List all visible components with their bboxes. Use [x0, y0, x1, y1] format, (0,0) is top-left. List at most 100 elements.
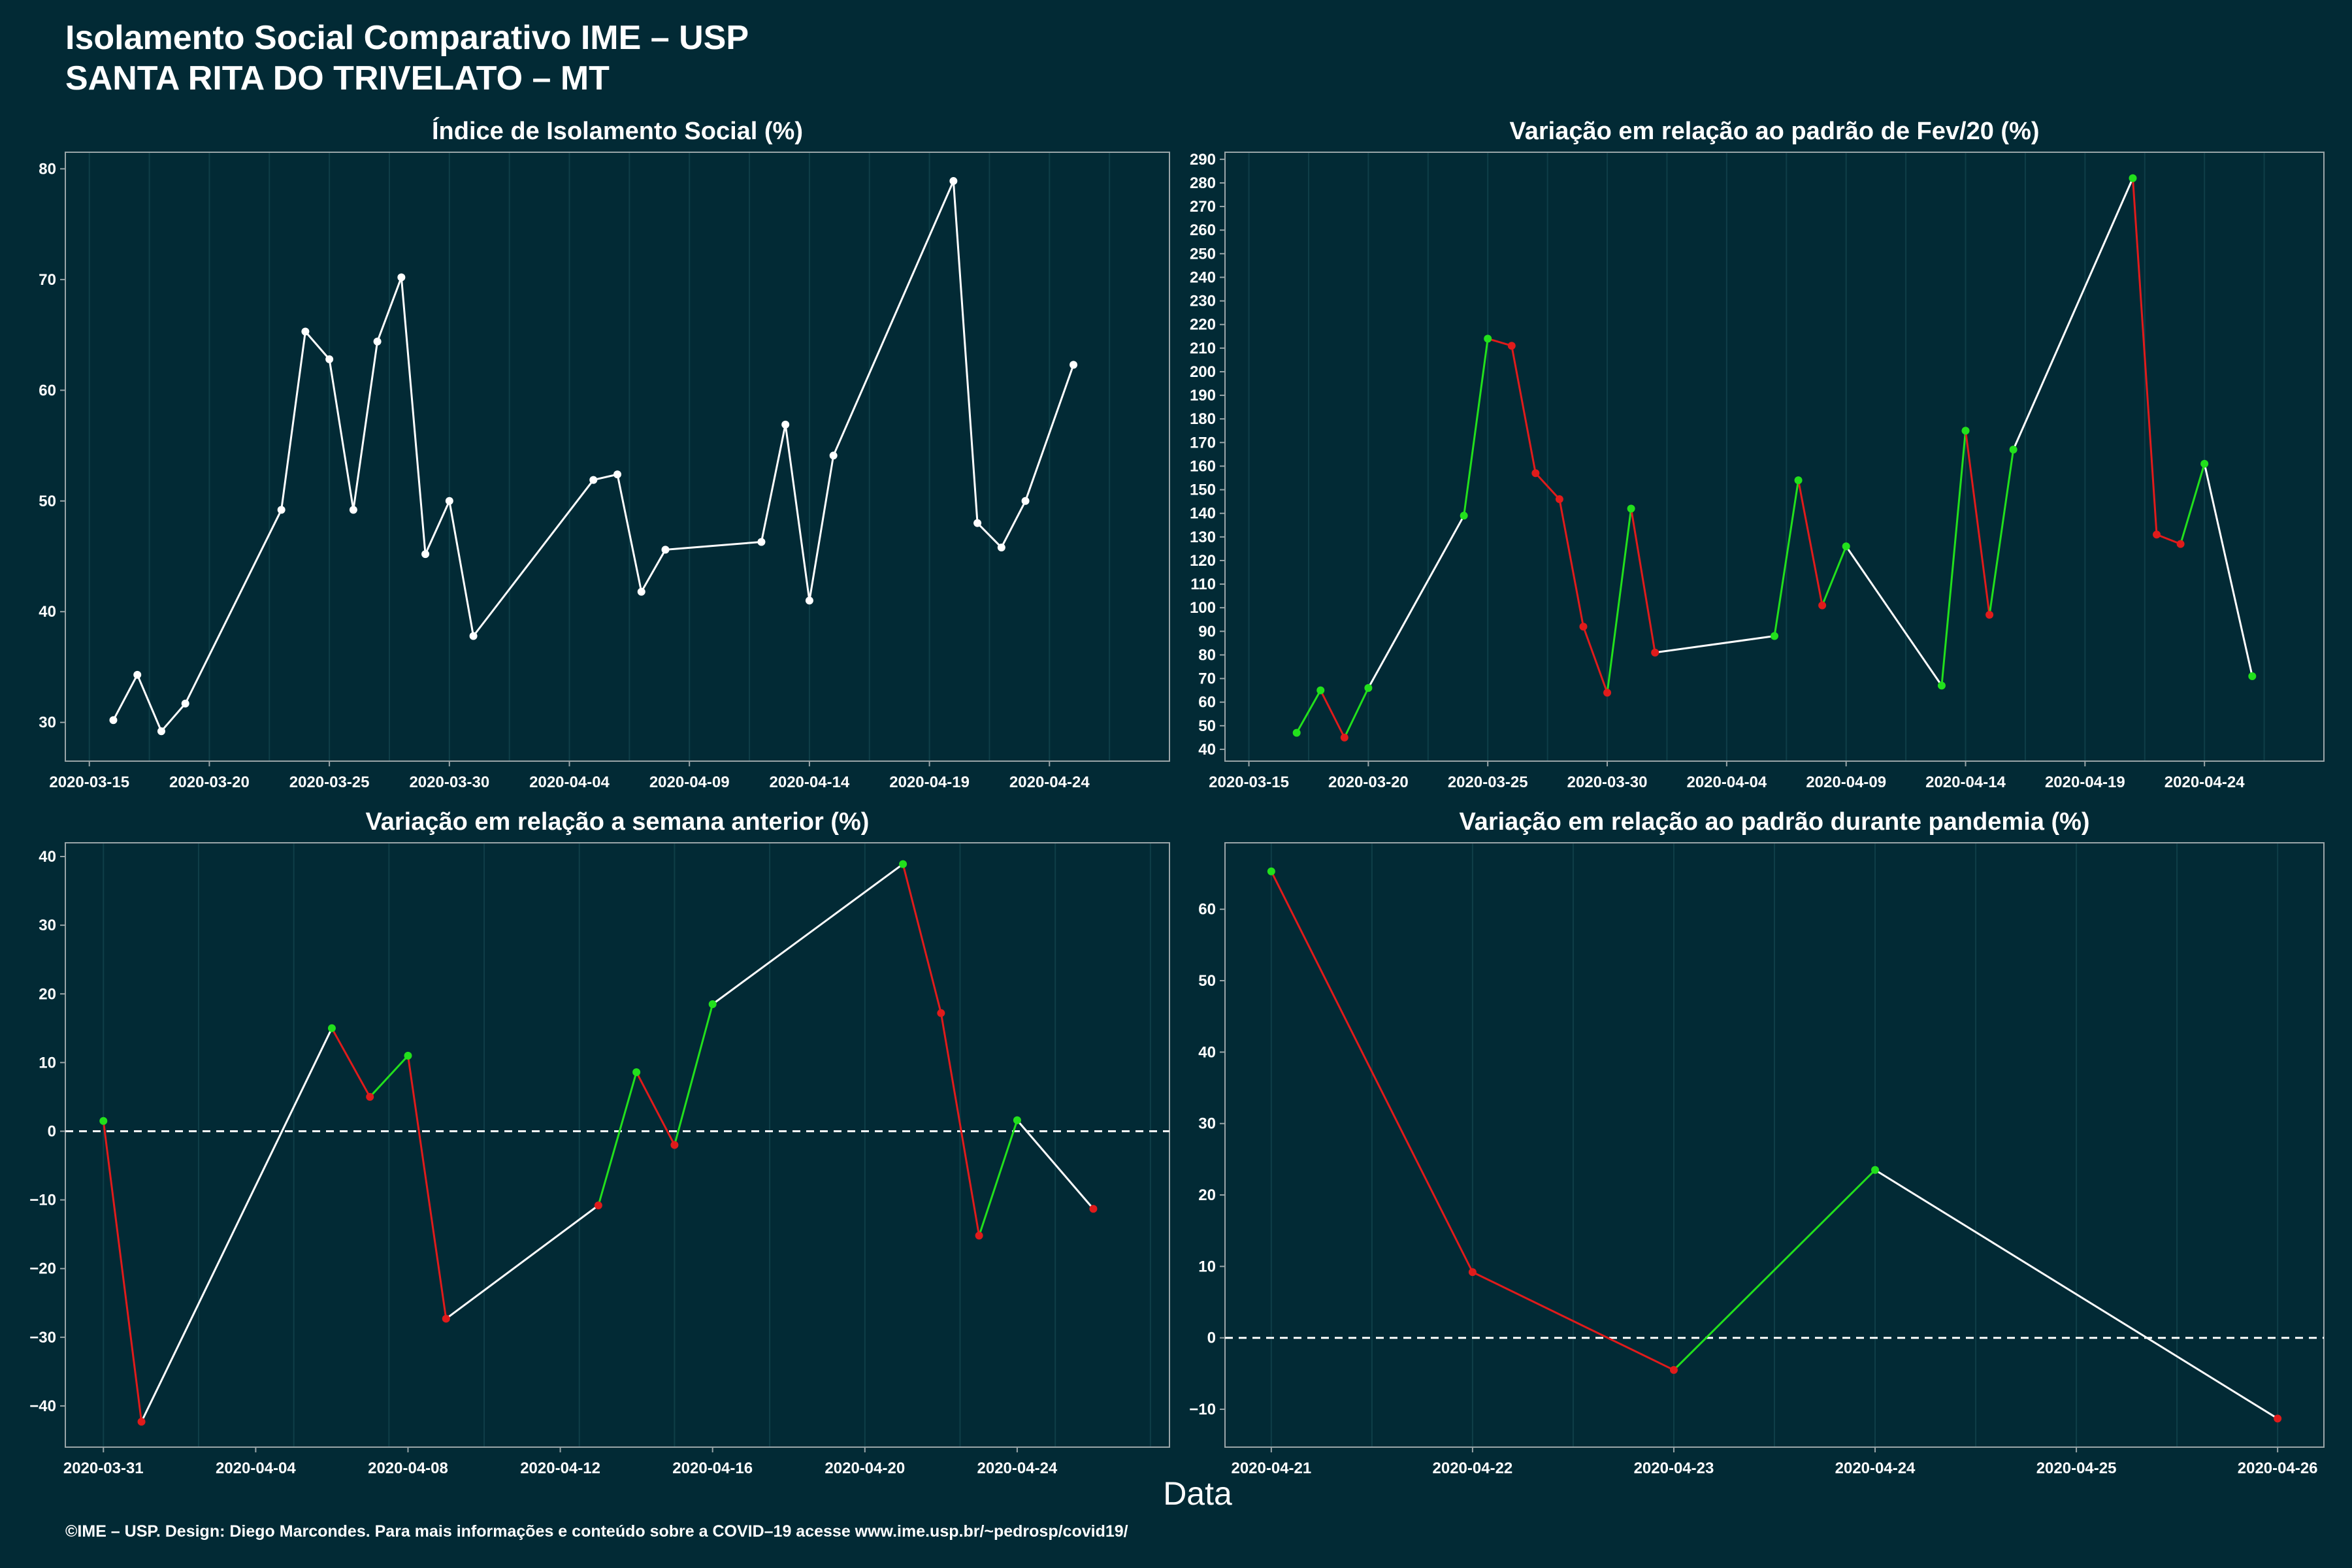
data-point — [997, 543, 1005, 551]
x-tick-label: 2020-03-20 — [1328, 774, 1409, 791]
data-point — [277, 506, 286, 514]
series-segment — [448, 500, 475, 638]
series-segment — [1319, 689, 1346, 739]
panel-frame — [1224, 842, 2325, 1448]
series-segment — [1988, 448, 2015, 616]
y-tick-label: 130 — [1190, 529, 1216, 546]
data-point — [613, 470, 621, 479]
series-segment — [1797, 479, 1823, 607]
series-segment — [711, 863, 904, 1005]
x-tick-label: 2020-03-25 — [1448, 774, 1528, 791]
series-segment — [112, 674, 139, 721]
data-point — [349, 506, 357, 514]
x-tick-label: 2020-04-24 — [977, 1460, 1058, 1477]
data-point — [366, 1092, 374, 1101]
data-point — [1842, 542, 1850, 551]
x-tick-label: 2020-04-19 — [2045, 774, 2125, 791]
series-segment — [331, 1027, 371, 1098]
series-segment — [760, 423, 787, 543]
data-point — [1651, 648, 1659, 657]
x-tick-label: 2020-04-21 — [1231, 1460, 1311, 1477]
data-point — [327, 1024, 336, 1032]
data-point — [181, 699, 189, 708]
data-point — [975, 1232, 983, 1240]
y-tick-label: −10 — [29, 1192, 56, 1209]
series-segment — [1773, 479, 1800, 638]
series-segment — [673, 1003, 714, 1146]
x-tick-label: 2020-04-04 — [1686, 774, 1767, 791]
panel-variation-feb: Variação em relação ao padrão de Fev/20 … — [1190, 118, 2325, 791]
series-segment — [952, 180, 979, 525]
panel-title: Variação em relação ao padrão durante pa… — [1459, 808, 2089, 836]
series-segment — [1965, 429, 1991, 616]
data-point — [301, 327, 310, 336]
page-title: Isolamento Social Comparativo IME – USP — [65, 19, 749, 57]
data-point — [397, 273, 406, 282]
y-tick-label: 250 — [1190, 245, 1216, 263]
x-tick-label: 2020-03-30 — [409, 774, 489, 791]
series-segment — [140, 1027, 333, 1423]
data-point — [109, 716, 118, 725]
data-point — [2009, 446, 2017, 454]
series-segment — [2203, 463, 2253, 678]
series-segment — [640, 548, 666, 593]
series-segment — [304, 331, 331, 361]
series-segment — [1471, 1271, 1675, 1371]
data-point — [421, 550, 430, 559]
x-tick-label: 2020-04-08 — [368, 1460, 448, 1477]
series-segment — [592, 473, 619, 482]
series-segment — [1016, 1119, 1094, 1210]
series-segment — [424, 500, 451, 555]
data-point — [445, 497, 453, 505]
series-segment — [978, 1119, 1019, 1237]
series-segment — [784, 423, 811, 602]
y-tick-label: 50 — [1198, 717, 1216, 735]
data-point — [757, 538, 766, 546]
series-segment — [2180, 463, 2206, 546]
y-tick-label: 50 — [39, 493, 56, 510]
y-tick-label: 60 — [39, 382, 56, 399]
x-tick-label: 2020-03-25 — [289, 774, 370, 791]
x-tick-label: 2020-04-04 — [216, 1460, 296, 1477]
data-point — [1021, 497, 1030, 505]
x-tick-label: 2020-04-24 — [1009, 774, 1090, 791]
data-point — [1794, 476, 1803, 485]
panel-frame — [1224, 152, 2325, 762]
y-tick-label: 60 — [1198, 694, 1216, 711]
series-segment — [1558, 498, 1584, 628]
y-tick-label: 90 — [1198, 623, 1216, 640]
y-tick-label: 210 — [1190, 340, 1216, 357]
x-tick-label: 2020-04-25 — [2036, 1460, 2117, 1477]
y-tick-label: −10 — [1189, 1401, 1216, 1418]
series-segment — [1534, 472, 1561, 500]
x-tick-label: 2020-03-15 — [49, 774, 129, 791]
data-point — [157, 727, 165, 736]
data-point — [1468, 1268, 1477, 1277]
data-point — [404, 1051, 412, 1060]
data-point — [781, 420, 790, 429]
x-tick-label: 2020-04-09 — [649, 774, 730, 791]
series-segment — [1463, 337, 1489, 517]
y-tick-label: 190 — [1190, 387, 1216, 404]
x-axis-label: Data — [1163, 1475, 1232, 1512]
data-point — [949, 177, 958, 186]
series-segment — [1486, 337, 1513, 347]
x-tick-label: 2020-03-20 — [169, 774, 250, 791]
x-tick-label: 2020-04-04 — [529, 774, 610, 791]
y-tick-label: 150 — [1190, 482, 1216, 499]
series-segment — [808, 454, 835, 602]
data-point — [1603, 689, 1612, 697]
series-segment — [1606, 507, 1633, 694]
panel-frame — [65, 842, 1170, 1448]
data-point — [99, 1117, 108, 1125]
panel-isolation-index: Índice de Isolamento Social (%) 30 40 50 60 7… — [39, 116, 1170, 791]
y-tick-label: 0 — [48, 1122, 56, 1140]
data-point — [708, 1000, 717, 1009]
series-segment — [616, 473, 643, 593]
data-point — [632, 1068, 641, 1077]
data-point — [1818, 601, 1827, 610]
data-point — [1871, 1166, 1880, 1174]
y-tick-label: 20 — [1198, 1186, 1216, 1204]
data-point — [805, 596, 813, 605]
panel-variation-pandemic: Variação em relação ao padrão durante pa… — [1189, 808, 2325, 1477]
